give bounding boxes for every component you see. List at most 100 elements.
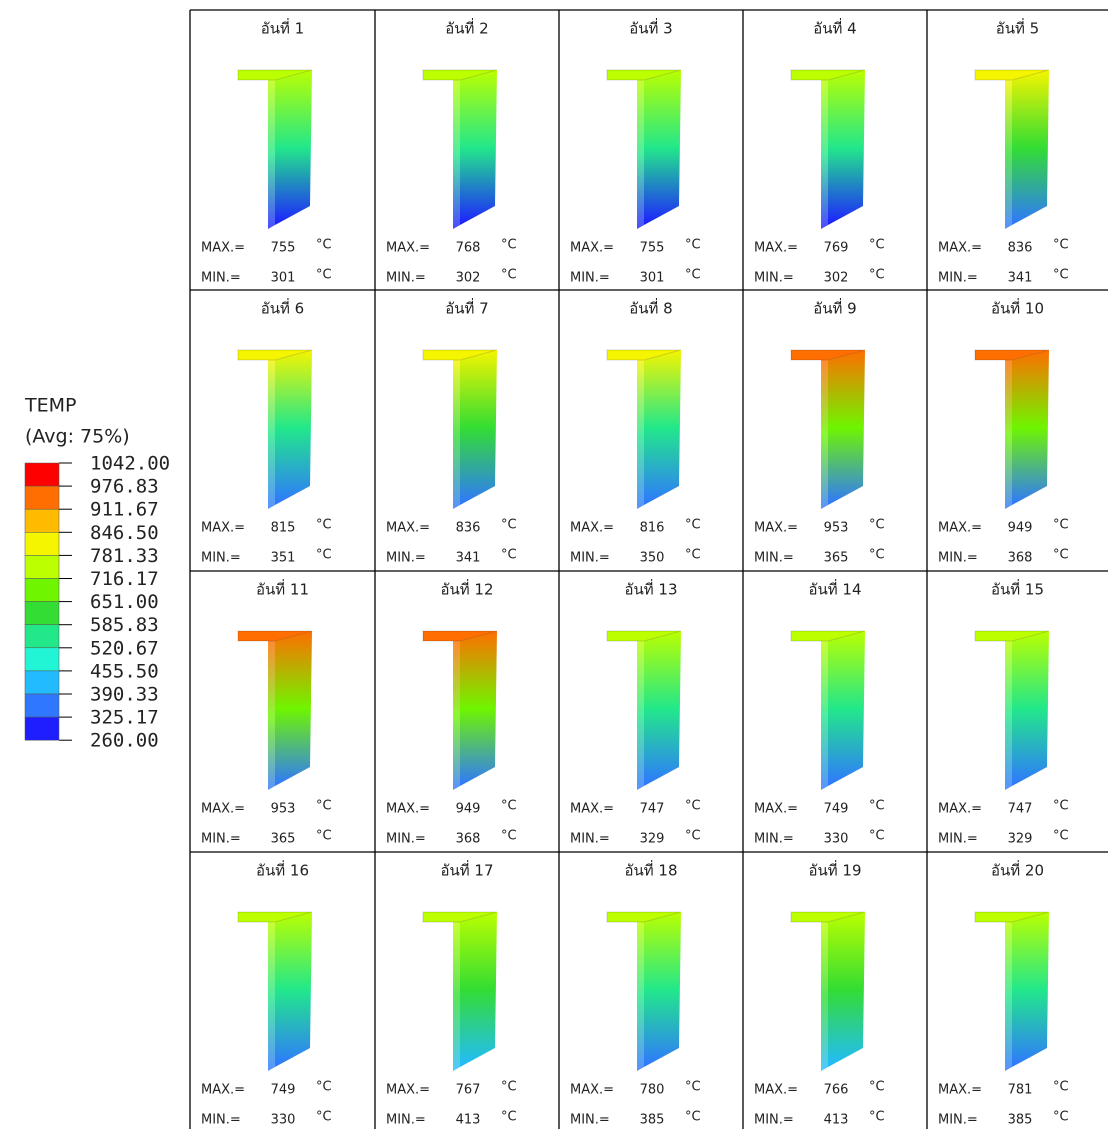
beam-side	[821, 641, 828, 790]
unit: °C	[1053, 268, 1069, 283]
beam-side	[821, 922, 828, 1071]
unit: °C	[869, 799, 885, 814]
max-label: MAX.=	[754, 802, 798, 817]
min-label: MIN.=	[386, 551, 426, 566]
max-label: MAX.=	[386, 1083, 430, 1098]
beam	[974, 69, 1050, 229]
beam-side	[1005, 641, 1012, 790]
legend-swatch	[24, 624, 60, 649]
min-label: MIN.=	[201, 1113, 241, 1128]
beam-side	[637, 922, 644, 1071]
beam-front	[828, 70, 865, 225]
max-label: MAX.=	[201, 1083, 245, 1098]
cell-title: อันที่ 20	[991, 860, 1044, 880]
min-label: MIN.=	[754, 551, 794, 566]
max-label: MAX.=	[201, 802, 245, 817]
legend-swatch	[24, 716, 60, 741]
beam-cap	[606, 911, 682, 923]
legend-level: 585.83	[90, 614, 159, 636]
min-value: 329	[640, 832, 665, 847]
cell-title: อันที่ 14	[808, 579, 861, 599]
max-value: 749	[824, 802, 849, 817]
legend-swatch	[24, 555, 60, 579]
max-label: MAX.=	[938, 241, 982, 256]
cell-title: อันที่ 6	[261, 298, 304, 318]
unit: °C	[316, 268, 332, 283]
unit: °C	[685, 548, 701, 563]
beam-front	[828, 631, 865, 786]
unit: °C	[501, 268, 517, 283]
unit: °C	[685, 518, 701, 533]
max-label: MAX.=	[570, 521, 614, 536]
beam	[790, 630, 866, 790]
legend-level: 1042.00	[90, 453, 170, 475]
max-label: MAX.=	[386, 521, 430, 536]
beam-cap	[237, 911, 313, 923]
max-value: 747	[1008, 802, 1033, 817]
beam	[606, 349, 682, 509]
beam-cap	[974, 911, 1050, 923]
beam	[790, 349, 866, 509]
beam-cap	[790, 349, 866, 361]
beam-cap	[974, 69, 1050, 81]
legend-level: 520.67	[90, 637, 159, 659]
max-value: 953	[824, 521, 849, 536]
unit: °C	[685, 799, 701, 814]
unit: °C	[316, 1110, 332, 1125]
max-value: 836	[456, 521, 481, 536]
cell-title: อันที่ 10	[991, 298, 1044, 318]
beam-side	[637, 80, 644, 229]
max-label: MAX.=	[938, 802, 982, 817]
max-value: 749	[271, 1083, 296, 1098]
max-value: 766	[824, 1083, 849, 1098]
legend-level: 325.17	[90, 707, 159, 729]
unit: °C	[1053, 1080, 1069, 1095]
cell-title: อันที่ 2	[445, 18, 488, 38]
unit: °C	[1053, 799, 1069, 814]
unit: °C	[501, 548, 517, 563]
beam-cap	[606, 630, 682, 642]
beam	[790, 911, 866, 1071]
max-value: 949	[456, 802, 481, 817]
min-label: MIN.=	[570, 1113, 610, 1128]
max-label: MAX.=	[201, 521, 245, 536]
legend-level: 781.33	[90, 545, 159, 567]
beam-cap	[237, 69, 313, 81]
legend-level: 976.83	[90, 476, 159, 498]
unit: °C	[316, 829, 332, 844]
beam-front	[1012, 631, 1049, 786]
unit: °C	[869, 268, 885, 283]
beam	[422, 349, 498, 509]
cell-title: อันที่ 5	[996, 18, 1039, 38]
max-value: 767	[456, 1083, 481, 1098]
beam-front	[1012, 350, 1049, 505]
max-value: 781	[1008, 1083, 1033, 1098]
cell-title: อันที่ 18	[624, 860, 677, 880]
beam-side	[268, 80, 275, 229]
max-value: 747	[640, 802, 665, 817]
legend-swatch	[24, 532, 60, 556]
beam-side	[453, 641, 460, 790]
legend-level: 455.50	[90, 660, 159, 682]
unit: °C	[685, 1110, 701, 1125]
legend-subtitle: (Avg: 75%)	[25, 426, 130, 448]
beam-cap	[606, 349, 682, 361]
beam-side	[453, 80, 460, 229]
cell-title: อันที่ 4	[813, 18, 856, 38]
legend-swatch	[24, 601, 60, 625]
beam-side	[1005, 922, 1012, 1071]
beam	[606, 69, 682, 229]
beam-front	[828, 350, 865, 505]
max-label: MAX.=	[570, 802, 614, 817]
min-value: 368	[456, 832, 481, 847]
cell-title: อันที่ 8	[629, 298, 672, 318]
unit: °C	[869, 1110, 885, 1125]
cell-title: อันที่ 19	[808, 860, 861, 880]
beam-front	[460, 350, 497, 505]
beam	[422, 911, 498, 1071]
max-value: 815	[271, 521, 296, 536]
legend-swatch	[24, 670, 60, 695]
beam-side	[268, 641, 275, 790]
max-label: MAX.=	[938, 1083, 982, 1098]
unit: °C	[316, 518, 332, 533]
